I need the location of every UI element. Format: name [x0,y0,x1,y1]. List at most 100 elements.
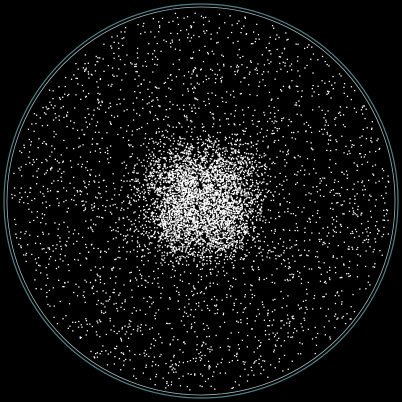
point [209,231,211,233]
point [302,329,304,332]
point [205,151,207,153]
point [128,143,130,146]
point [160,238,162,240]
point [200,178,202,181]
point [360,214,362,216]
point [167,205,169,208]
point [178,228,180,230]
point [79,337,81,339]
point [206,189,208,192]
point [184,178,186,180]
point [229,229,231,231]
point [204,204,207,206]
point [219,165,221,167]
point [223,218,225,220]
point [210,229,212,231]
point [228,256,231,258]
point [232,202,235,204]
point [215,141,217,143]
point [169,210,171,212]
point [154,215,156,218]
point [168,197,170,199]
point [208,166,210,169]
point [167,240,170,242]
point [42,231,44,233]
point [110,45,112,47]
point [200,238,202,240]
point [242,143,244,146]
point [228,192,230,194]
point [170,46,172,48]
point [191,149,193,151]
point [187,164,189,167]
point [225,149,227,151]
point [246,163,248,165]
point [231,144,233,146]
point [240,241,242,243]
point [255,216,257,218]
point [200,222,203,224]
point [217,63,219,65]
point [214,82,216,84]
point [182,171,185,173]
point [276,186,278,188]
point [237,233,239,235]
point [249,234,251,237]
point [159,138,161,141]
point [153,220,155,222]
point [161,255,163,257]
point [209,244,211,246]
point [183,188,185,191]
point [223,206,225,208]
point [237,172,239,174]
point [250,210,252,212]
point [163,195,165,197]
point [230,206,232,208]
point [219,254,221,256]
point [104,209,106,212]
point [110,351,112,353]
point [202,194,205,197]
point [232,166,235,168]
point [234,185,236,188]
point [177,148,179,150]
point [138,214,141,217]
point [177,183,179,185]
point [251,194,253,197]
point [192,219,195,222]
point [207,191,209,193]
point [237,211,239,214]
point [212,246,214,248]
point [160,153,163,155]
point [173,228,175,230]
point [237,230,239,232]
point [160,187,162,190]
point [228,175,230,177]
point [319,240,321,242]
point [171,208,173,211]
point [153,175,155,177]
point [161,220,164,222]
point [178,258,181,260]
point [58,223,60,226]
point [226,200,228,202]
point [209,366,211,368]
point [204,173,206,175]
point [252,154,254,156]
point [279,56,282,58]
point [188,175,190,177]
point [207,178,209,181]
point [209,167,211,169]
point [176,192,178,195]
point [221,206,224,209]
point [201,253,203,255]
point [246,197,248,199]
point [234,250,236,252]
point [227,219,229,221]
point [180,214,182,217]
point [189,162,191,164]
point [222,179,224,181]
point [247,217,249,219]
point [251,179,253,181]
point [129,272,131,274]
